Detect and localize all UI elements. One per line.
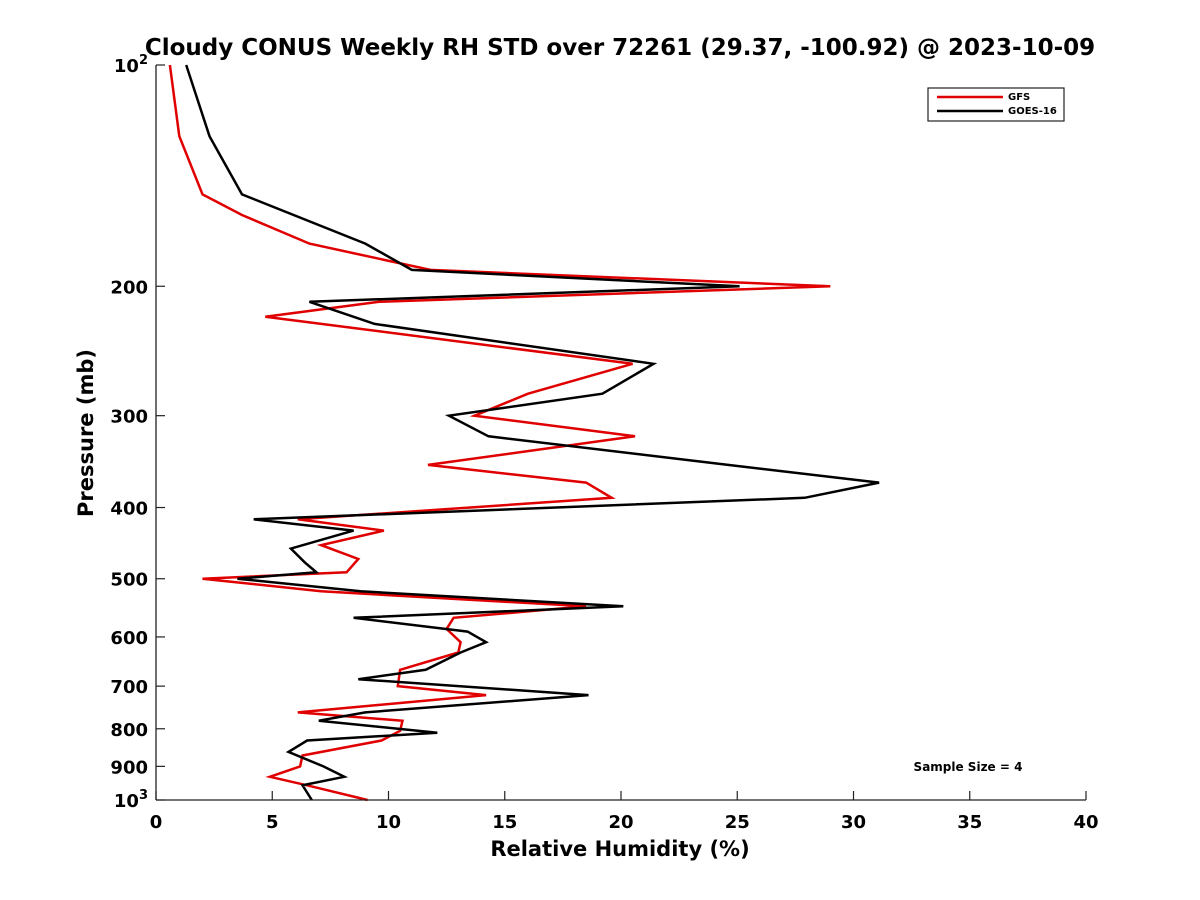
y-tick-label: 700: [110, 677, 148, 698]
x-tick-label: 15: [492, 812, 517, 833]
y-tick-label: 800: [110, 720, 148, 741]
y-tick-label: 600: [110, 628, 148, 649]
plot-area: 0 5 10 15 20 25 30 35 40 102 200 300 400 500 600 700 80…: [110, 53, 1098, 833]
series-line-gfs: [168, 64, 831, 802]
series-layer: [168, 64, 880, 802]
y-ticks: 102 200 300 400 500 600 700 800 900 103: [110, 53, 165, 812]
x-tick-label: 35: [957, 812, 982, 833]
x-axis-label: Relative Humidity (%): [490, 837, 749, 861]
chart-title: Cloudy CONUS Weekly RH STD over 72261 (2…: [145, 35, 1095, 61]
legend-label-gfs: GFS: [1008, 92, 1030, 103]
y-tick-label: 400: [110, 499, 148, 520]
sample-size-annotation: Sample Size = 4: [914, 760, 1023, 774]
y-tick-label: 200: [110, 277, 148, 298]
x-tick-label: 30: [841, 812, 866, 833]
y-tick-label: 102: [114, 53, 148, 77]
legend: GFS GOES-16: [927, 87, 1065, 122]
x-tick-label: 40: [1073, 812, 1098, 833]
x-tick-label: 25: [725, 812, 750, 833]
x-tick-label: 0: [150, 812, 163, 833]
y-axis-label: Pressure (mb): [74, 349, 98, 517]
x-tick-label: 10: [376, 812, 401, 833]
series-line-goes16: [185, 64, 880, 801]
y-tick-label: 103: [114, 788, 148, 812]
x-ticks: 0 5 10 15 20 25 30 35 40: [150, 791, 1099, 833]
legend-box: [927, 87, 1065, 122]
legend-label-goes16: GOES-16: [1008, 106, 1057, 117]
y-tick-label: 900: [110, 757, 148, 778]
y-tick-label: 300: [110, 407, 148, 428]
x-tick-label: 20: [608, 812, 633, 833]
x-tick-label: 5: [266, 812, 279, 833]
y-tick-label: 500: [110, 570, 148, 591]
